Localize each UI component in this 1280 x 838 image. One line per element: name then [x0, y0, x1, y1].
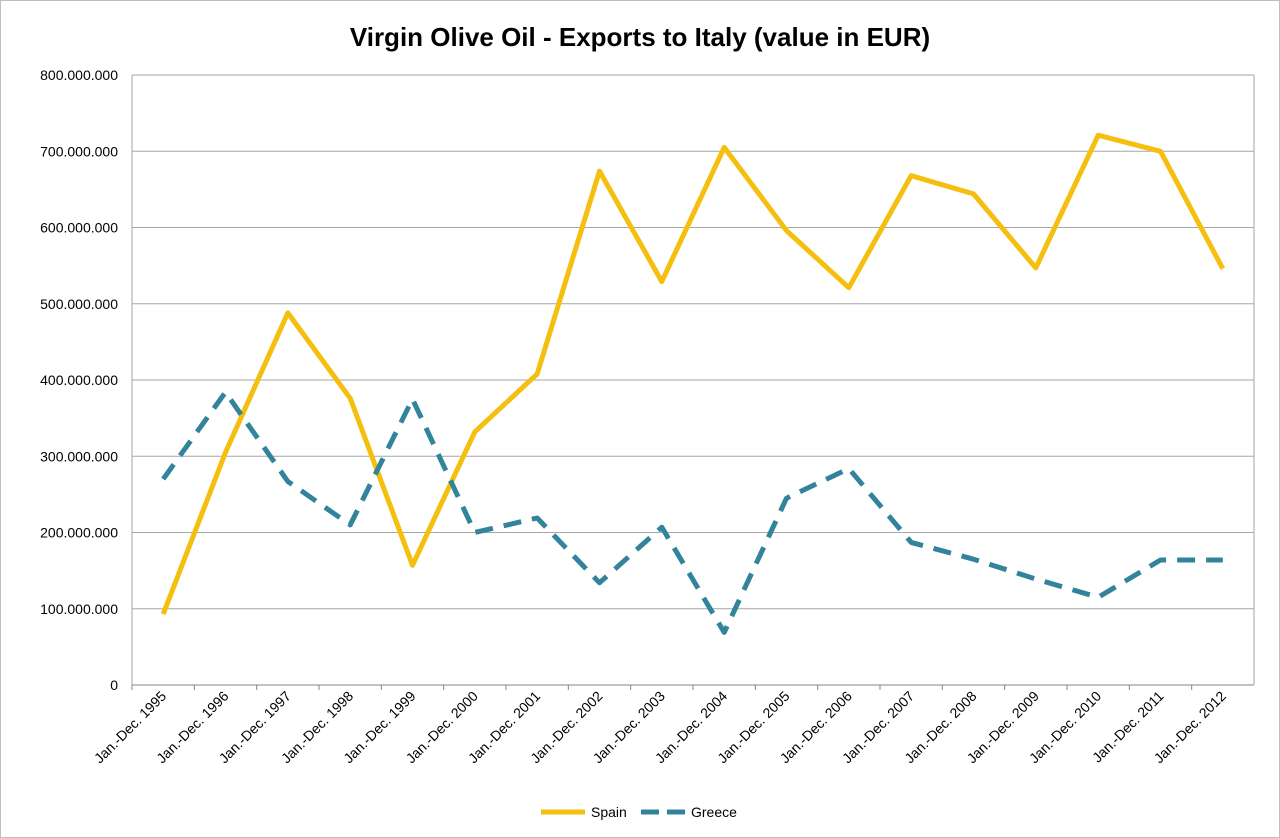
y-tick-label: 600.000.000	[40, 220, 118, 236]
gridlines	[131, 74, 1255, 686]
y-tick-label: 200.000.000	[40, 525, 118, 541]
legend-label-spain: Spain	[591, 804, 627, 820]
chart-title: Virgin Olive Oil - Exports to Italy (val…	[350, 22, 930, 52]
y-tick-label: 300.000.000	[40, 448, 118, 464]
legend-label-greece: Greece	[691, 804, 737, 820]
y-tick-label: 100.000.000	[40, 601, 118, 617]
series-lines	[160, 132, 1226, 635]
y-tick-label: 400.000.000	[40, 372, 118, 388]
y-tick-label: 0	[110, 677, 118, 693]
series-line-greece	[161, 389, 1223, 635]
y-tick-label: 500.000.000	[40, 296, 118, 312]
y-tick-label: 800.000.000	[40, 67, 118, 83]
legend: Spain Greece	[541, 804, 737, 820]
series-line-spain	[160, 132, 1226, 615]
y-axis-ticks: 0 100.000.000 200.000.000 300.000.000 400.00…	[40, 67, 118, 693]
y-tick-label: 700.000.000	[40, 143, 118, 159]
